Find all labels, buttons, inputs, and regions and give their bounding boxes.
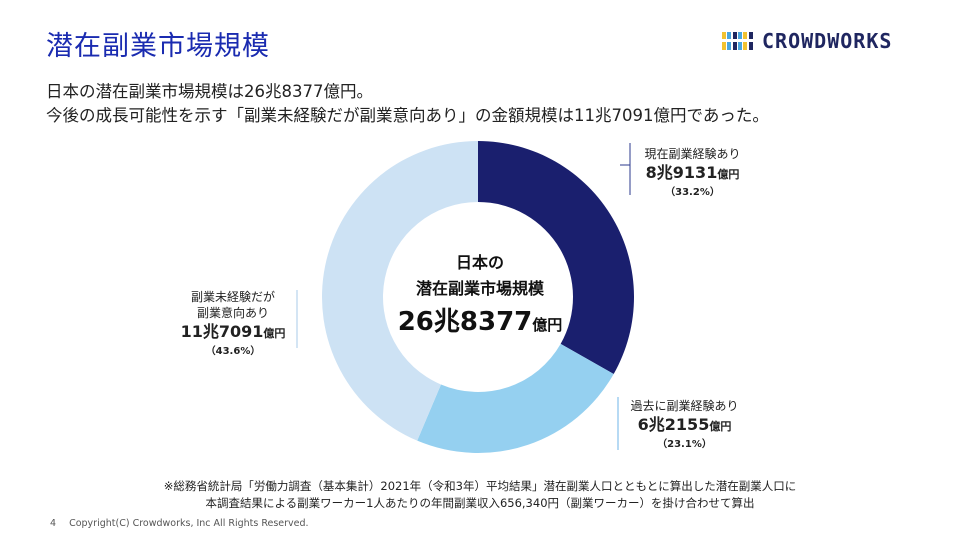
crowdworks-logo-icon [722, 32, 753, 50]
donut-slice-past [417, 343, 614, 453]
callout-intent: 副業未経験だが 副業意向あり 11兆7091億円 （43.6%） [178, 289, 288, 359]
callout-current-amount: 8兆9131億円 [640, 162, 745, 186]
callout-current-name: 現在副業経験あり [644, 147, 741, 161]
donut-slice-intent [322, 140, 478, 441]
callout-past-amount: 6兆2155億円 [627, 414, 742, 438]
footnote-line-2: 本調査結果による副業ワーカー1人あたりの年間副業収入656,340円（副業ワーカ… [205, 496, 755, 510]
callout-current-amount-main: 8兆9131 [645, 163, 718, 182]
center-label-line1: 日本の [455, 253, 504, 272]
callout-past-unit: 億円 [709, 420, 732, 433]
copyright-text: Copyright(C) Crowdworks, Inc All Rights … [69, 518, 309, 529]
callout-past: 過去に副業経験あり 6兆2155億円 （23.1%） [627, 398, 742, 452]
callout-intent-unit: 億円 [263, 327, 286, 340]
center-total-unit: 億円 [532, 316, 563, 334]
callout-intent-name-line2: 副業意向あり [196, 306, 269, 320]
footnote-line-1: ※総務省統計局「労働力調査（基本集計）2021年（令和3年）平均結果」潜在副業人… [163, 479, 797, 493]
callout-past-percent: （23.1%） [657, 439, 712, 450]
callout-intent-amount: 11兆7091億円 [178, 321, 288, 345]
crowdworks-logo: CROWDWORKS [722, 28, 892, 54]
callout-past-amount-main: 6兆2155 [637, 415, 710, 434]
callout-intent-amount-main: 11兆7091 [180, 322, 264, 341]
intro-line-1: 日本の潜在副業市場規模は26兆8377億円。 [46, 82, 373, 101]
callout-intent-percent: （43.6%） [205, 346, 261, 357]
intro-line-2: 今後の成長可能性を示す「副業未経験だが副業意向あり」の金額規模は11兆7091億… [46, 106, 769, 125]
page-title: 潜在副業市場規模 [46, 31, 270, 62]
center-total-value: 26兆8377億円 [385, 302, 575, 345]
donut-center-label: 日本の 潜在副業市場規模 26兆8377億円 [385, 250, 575, 345]
donut-slices [322, 140, 634, 453]
footnote: ※総務省統計局「労働力調査（基本集計）2021年（令和3年）平均結果」潜在副業人… [0, 478, 960, 512]
callout-past-name: 過去に副業経験あり [630, 399, 739, 413]
intro-text: 日本の潜在副業市場規模は26兆8377億円。 今後の成長可能性を示す「副業未経験… [46, 80, 769, 128]
callout-current: 現在副業経験あり 8兆9131億円 （33.2%） [640, 146, 745, 200]
donut-slice-current [478, 141, 634, 374]
center-label-line2: 潜在副業市場規模 [415, 279, 544, 298]
logo-text: CROWDWORKS [762, 29, 893, 53]
callout-current-unit: 億円 [717, 168, 740, 181]
callout-current-percent: （33.2%） [665, 187, 720, 198]
leader-lines [296, 143, 631, 450]
page-number: 4 [50, 518, 57, 529]
callout-intent-name-line1: 副業未経験だが [190, 290, 275, 304]
center-total-main: 26兆8377 [397, 307, 533, 337]
footer: 4 Copyright(C) Crowdworks, Inc All Right… [50, 518, 309, 529]
